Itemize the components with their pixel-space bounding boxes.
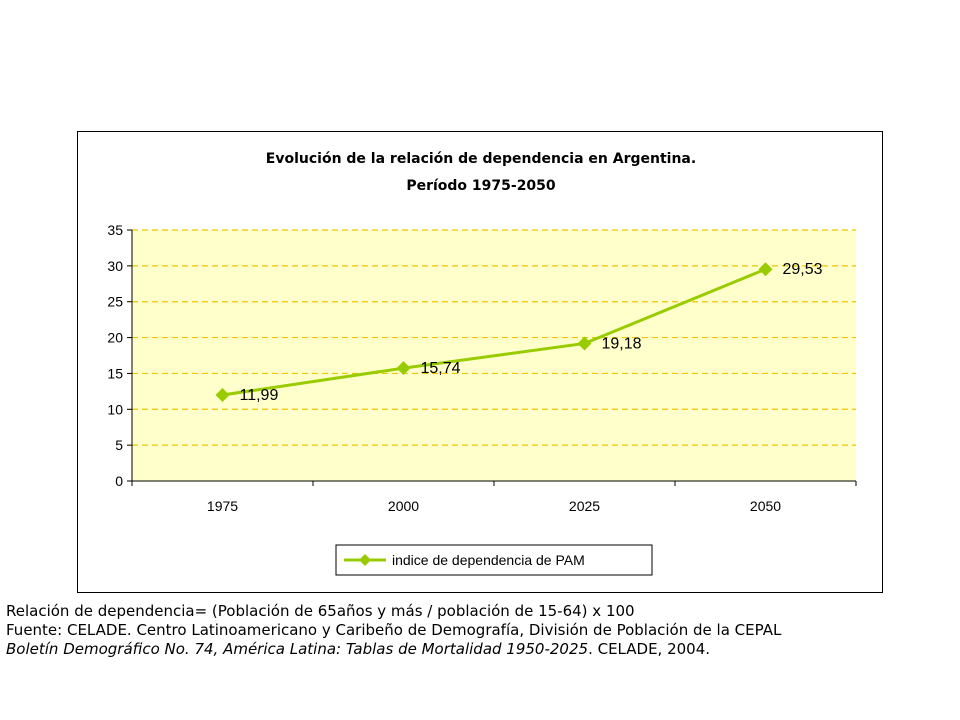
chart-subtitle: Período 1975-2050	[406, 178, 556, 194]
y-tick-label: 20	[107, 330, 123, 346]
data-point-marker	[577, 336, 592, 351]
y-tick-label: 35	[107, 222, 123, 238]
x-tick-label: 1975	[207, 498, 238, 514]
data-label: 15,74	[421, 360, 461, 377]
bulletin-publisher: . CELADE, 2004.	[588, 640, 711, 658]
dependency-formula-note: Relación de dependencia= (Población de 6…	[6, 602, 635, 620]
data-point-marker	[215, 388, 230, 403]
source-note: Fuente: CELADE. Centro Latinoamericano y…	[6, 621, 782, 639]
y-tick-label: 5	[115, 437, 123, 453]
data-label: 11,99	[240, 387, 279, 404]
y-tick-label: 15	[107, 365, 123, 381]
y-tick-label: 10	[107, 401, 123, 417]
y-tick-label: 0	[115, 473, 123, 489]
x-tick-label: 2025	[569, 498, 600, 514]
series-line	[222, 267, 767, 397]
data-point-marker	[758, 262, 773, 277]
legend-label: indice de dependencia de PAM	[392, 552, 585, 568]
data-label: 19,18	[602, 335, 642, 352]
legend-box	[335, 544, 653, 576]
data-label: 29,53	[783, 261, 823, 278]
bulletin-title: Boletín Demográfico No. 74, América Lati…	[6, 640, 589, 658]
legend-marker	[359, 554, 371, 566]
y-tick-label: 25	[107, 294, 123, 310]
chart-notes: Relación de dependencia= (Población de 6…	[6, 602, 956, 659]
line-chart: Evolución de la relación de dependencia …	[107, 151, 857, 576]
y-tick-label: 30	[107, 258, 123, 274]
chart-frame: Evolución de la relación de dependencia …	[77, 131, 883, 593]
data-point-marker	[396, 361, 411, 376]
x-tick-label: 2050	[750, 498, 781, 514]
chart-title: Evolución de la relación de dependencia …	[266, 151, 696, 167]
x-tick-label: 2000	[388, 498, 419, 514]
bulletin-reference: Boletín Demográfico No. 74, América Lati…	[6, 640, 956, 659]
